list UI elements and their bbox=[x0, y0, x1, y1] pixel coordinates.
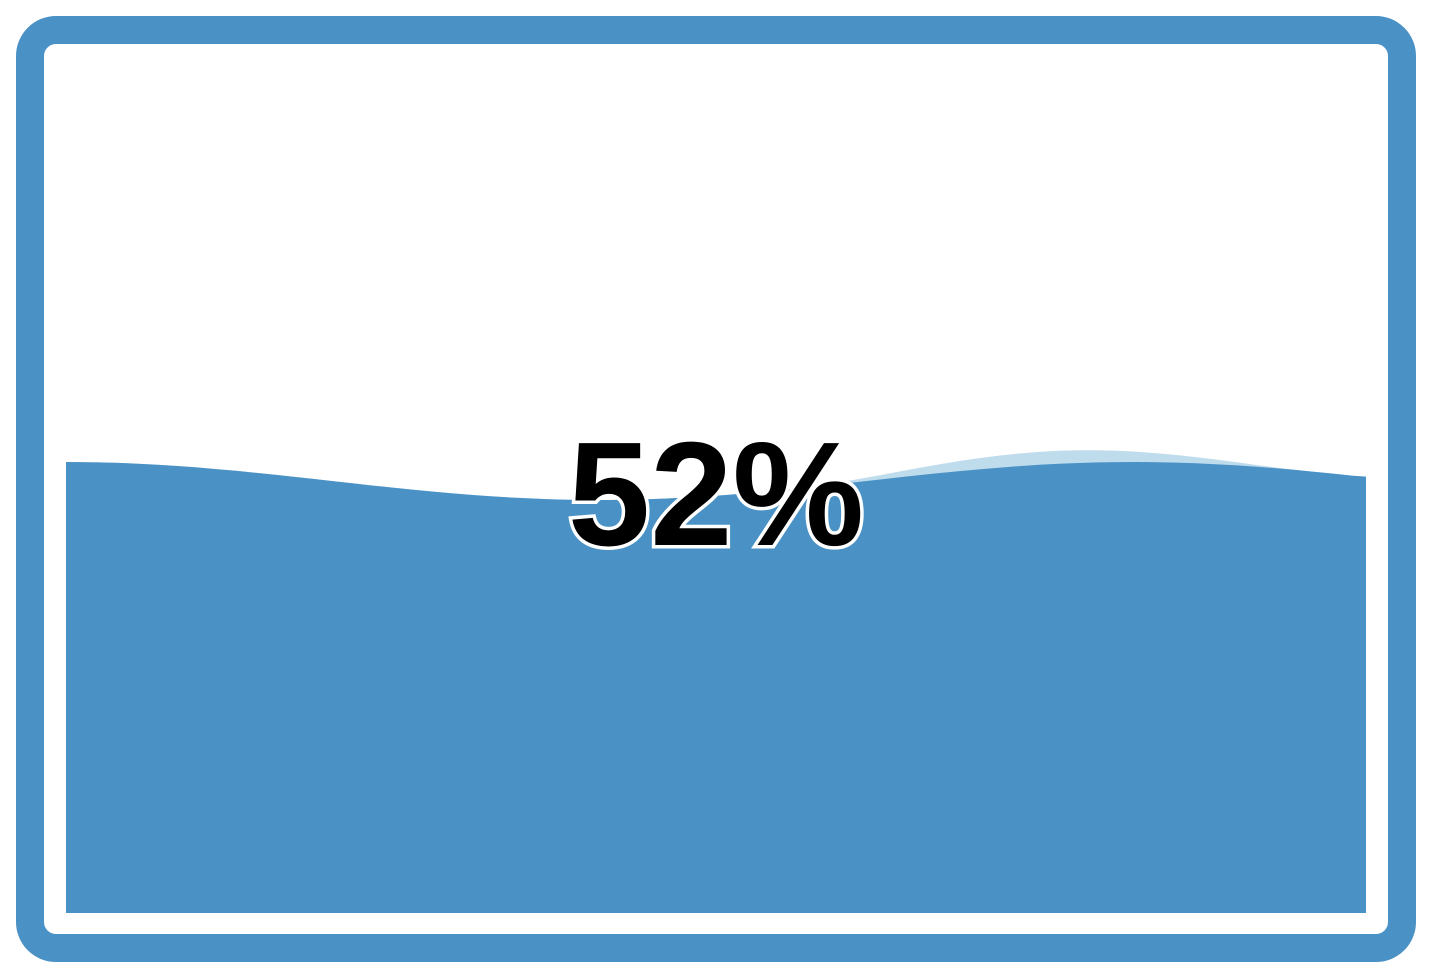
svg-text:52%: 52% bbox=[568, 412, 864, 577]
